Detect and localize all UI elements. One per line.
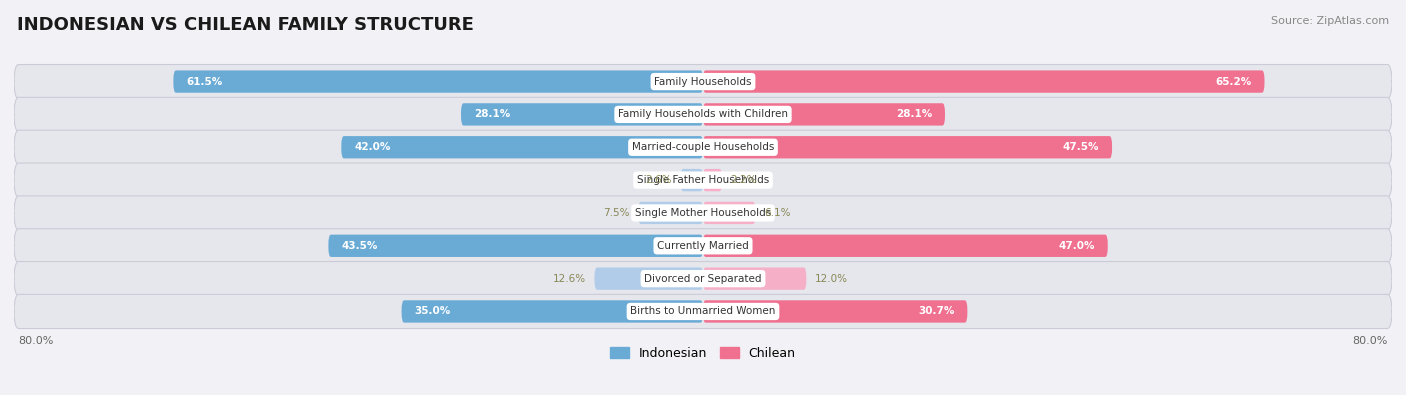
Text: 7.5%: 7.5% <box>603 208 630 218</box>
Text: 6.1%: 6.1% <box>763 208 790 218</box>
Text: 2.2%: 2.2% <box>731 175 756 185</box>
Text: Family Households: Family Households <box>654 77 752 87</box>
FancyBboxPatch shape <box>342 136 703 158</box>
FancyBboxPatch shape <box>703 136 1112 158</box>
Text: 12.6%: 12.6% <box>553 274 586 284</box>
Text: Single Mother Households: Single Mother Households <box>636 208 770 218</box>
Text: Currently Married: Currently Married <box>657 241 749 251</box>
FancyBboxPatch shape <box>402 300 703 323</box>
FancyBboxPatch shape <box>173 70 703 93</box>
Text: 61.5%: 61.5% <box>186 77 222 87</box>
FancyBboxPatch shape <box>703 103 945 126</box>
Text: 28.1%: 28.1% <box>896 109 932 119</box>
Text: 28.1%: 28.1% <box>474 109 510 119</box>
Text: Family Households with Children: Family Households with Children <box>619 109 787 119</box>
FancyBboxPatch shape <box>681 169 703 191</box>
Text: 12.0%: 12.0% <box>815 274 848 284</box>
FancyBboxPatch shape <box>14 261 1392 296</box>
FancyBboxPatch shape <box>703 300 967 323</box>
FancyBboxPatch shape <box>461 103 703 126</box>
Text: 47.0%: 47.0% <box>1059 241 1095 251</box>
Text: INDONESIAN VS CHILEAN FAMILY STRUCTURE: INDONESIAN VS CHILEAN FAMILY STRUCTURE <box>17 16 474 34</box>
FancyBboxPatch shape <box>14 196 1392 230</box>
FancyBboxPatch shape <box>703 169 721 191</box>
Text: 2.6%: 2.6% <box>645 175 672 185</box>
FancyBboxPatch shape <box>703 70 1264 93</box>
Text: 47.5%: 47.5% <box>1063 142 1099 152</box>
Text: 30.7%: 30.7% <box>918 307 955 316</box>
FancyBboxPatch shape <box>14 294 1392 329</box>
FancyBboxPatch shape <box>703 267 807 290</box>
Text: 80.0%: 80.0% <box>1353 336 1388 346</box>
Text: Married-couple Households: Married-couple Households <box>631 142 775 152</box>
FancyBboxPatch shape <box>595 267 703 290</box>
Text: Divorced or Separated: Divorced or Separated <box>644 274 762 284</box>
FancyBboxPatch shape <box>14 229 1392 263</box>
Text: 65.2%: 65.2% <box>1215 77 1251 87</box>
FancyBboxPatch shape <box>14 130 1392 164</box>
FancyBboxPatch shape <box>703 235 1108 257</box>
FancyBboxPatch shape <box>638 202 703 224</box>
Text: 43.5%: 43.5% <box>342 241 378 251</box>
FancyBboxPatch shape <box>329 235 703 257</box>
Legend: Indonesian, Chilean: Indonesian, Chilean <box>606 342 800 365</box>
FancyBboxPatch shape <box>14 64 1392 99</box>
Text: 80.0%: 80.0% <box>18 336 53 346</box>
FancyBboxPatch shape <box>703 202 755 224</box>
Text: 35.0%: 35.0% <box>415 307 451 316</box>
Text: 42.0%: 42.0% <box>354 142 391 152</box>
Text: Births to Unmarried Women: Births to Unmarried Women <box>630 307 776 316</box>
FancyBboxPatch shape <box>14 163 1392 197</box>
Text: Single Father Households: Single Father Households <box>637 175 769 185</box>
FancyBboxPatch shape <box>14 97 1392 132</box>
Text: Source: ZipAtlas.com: Source: ZipAtlas.com <box>1271 16 1389 26</box>
